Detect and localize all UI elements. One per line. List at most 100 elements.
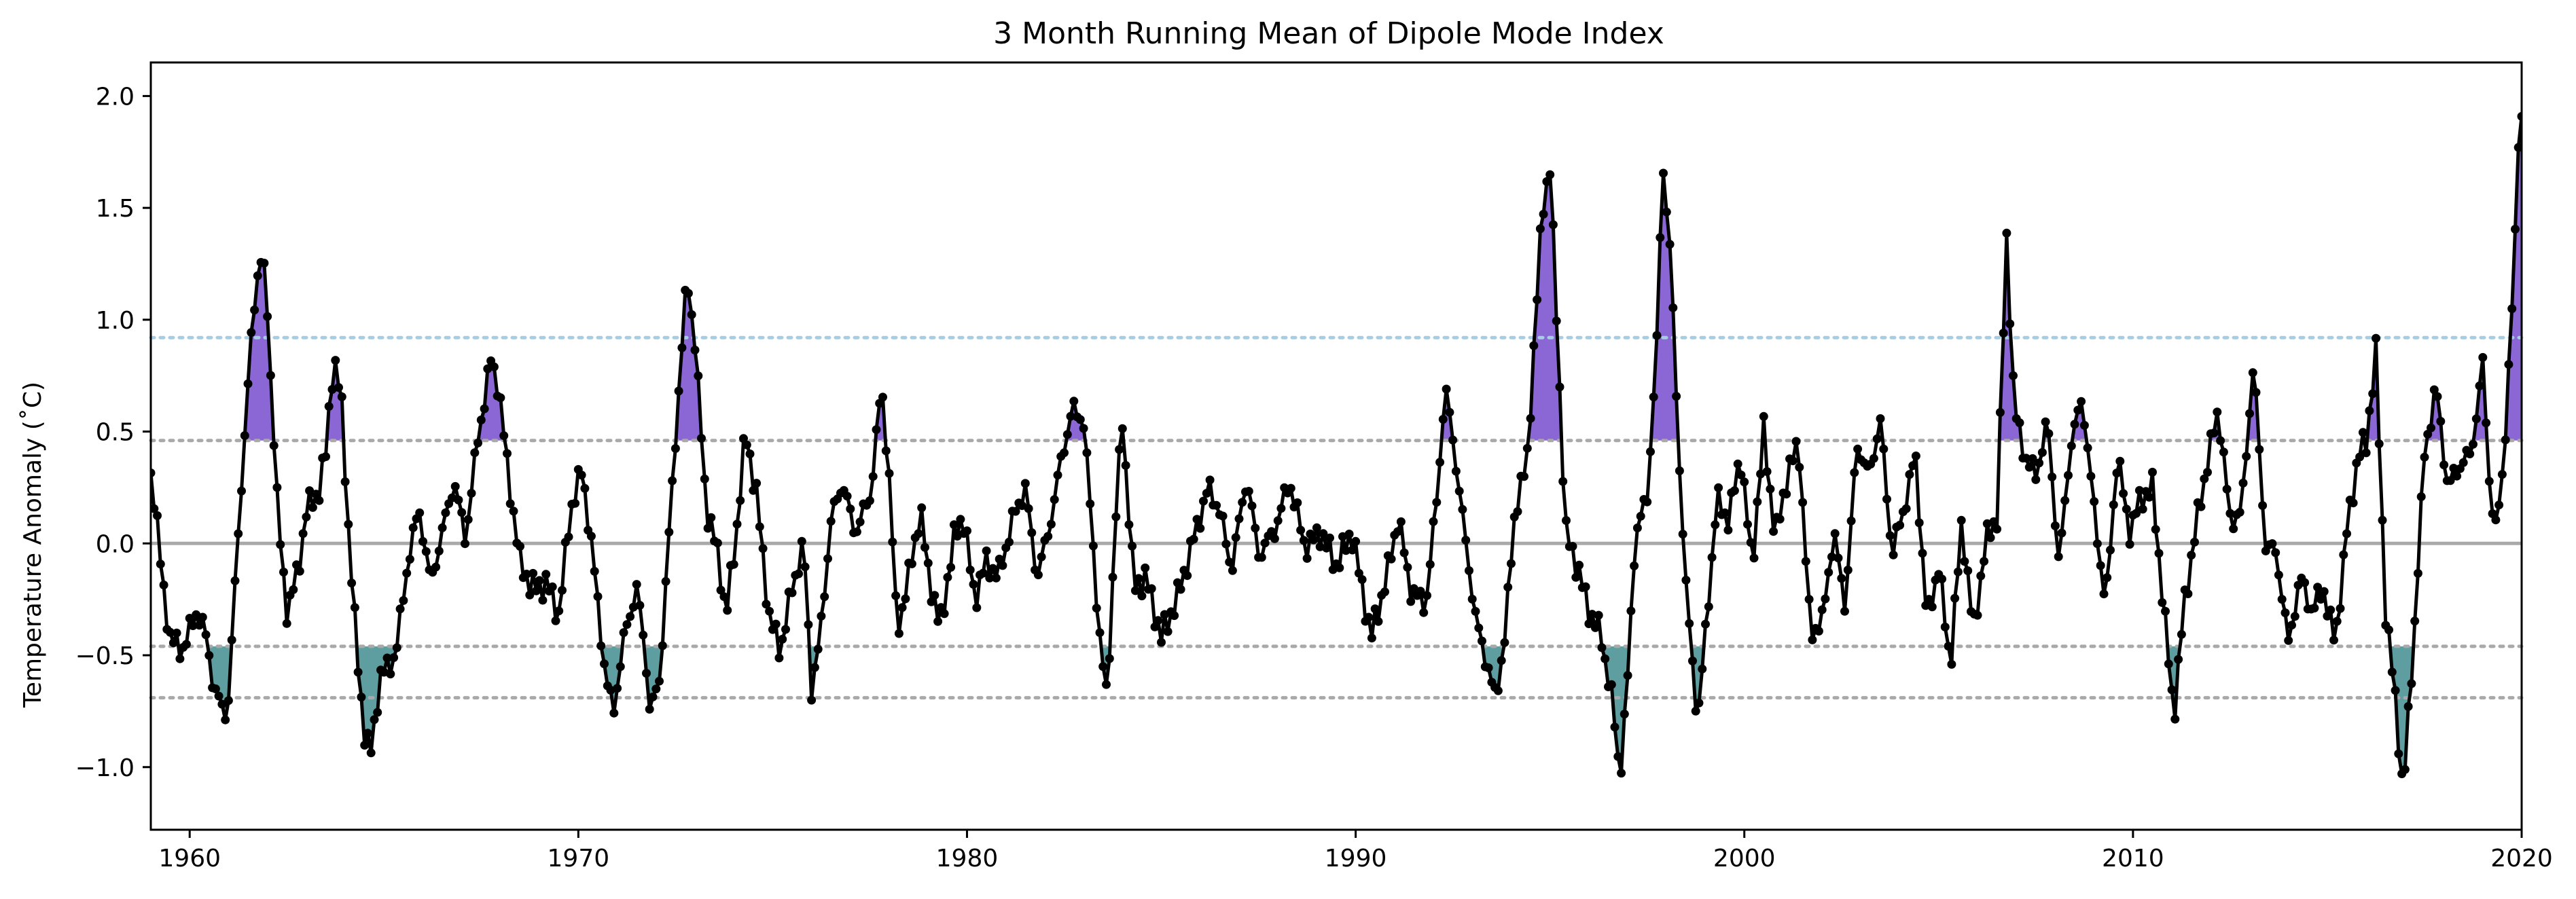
data-point bbox=[635, 601, 645, 610]
data-point bbox=[571, 498, 580, 508]
data-point bbox=[473, 438, 482, 447]
data-point bbox=[1753, 497, 1762, 507]
data-point bbox=[188, 621, 198, 630]
data-point bbox=[878, 392, 887, 402]
data-point bbox=[1513, 507, 1522, 516]
data-point bbox=[1024, 504, 1033, 513]
data-point bbox=[2475, 381, 2484, 390]
data-point bbox=[2024, 462, 2034, 472]
data-point bbox=[674, 386, 683, 396]
data-point bbox=[2164, 659, 2173, 669]
data-point bbox=[943, 572, 952, 582]
data-point bbox=[1662, 207, 1671, 217]
data-point bbox=[1367, 634, 1376, 643]
data-point bbox=[988, 564, 998, 573]
data-point bbox=[1357, 575, 1367, 584]
data-point bbox=[670, 444, 680, 453]
data-point bbox=[1432, 498, 1442, 507]
data-point bbox=[1399, 548, 1409, 557]
x-tick-label: 2020 bbox=[2490, 845, 2553, 873]
data-point bbox=[2022, 454, 2031, 463]
data-point bbox=[687, 310, 696, 319]
data-point bbox=[2501, 435, 2510, 445]
data-point bbox=[2391, 686, 2400, 695]
data-point bbox=[1542, 177, 1552, 186]
chart-title: 3 Month Running Mean of Dipole Mode Inde… bbox=[993, 16, 1664, 51]
data-point bbox=[2099, 589, 2109, 599]
data-point bbox=[1218, 511, 1228, 521]
data-point bbox=[2394, 749, 2403, 758]
data-point bbox=[2271, 548, 2280, 557]
data-point bbox=[2387, 667, 2397, 677]
positive-event-fill bbox=[1651, 172, 1679, 441]
data-point bbox=[1762, 467, 1772, 476]
data-point bbox=[2031, 475, 2041, 484]
data-point bbox=[1095, 628, 1105, 638]
data-point bbox=[1963, 566, 1973, 575]
data-point bbox=[1454, 486, 1464, 496]
data-point bbox=[1098, 662, 1108, 672]
data-point bbox=[1461, 536, 1471, 545]
data-point bbox=[454, 495, 463, 504]
negative-event-fill bbox=[2390, 646, 2414, 774]
data-point bbox=[781, 625, 790, 634]
data-point bbox=[1251, 524, 1260, 533]
data-point bbox=[276, 540, 285, 549]
data-point bbox=[463, 515, 473, 524]
y-tick-label: 2.0 bbox=[96, 83, 135, 111]
data-point bbox=[353, 667, 363, 677]
data-point bbox=[1613, 752, 1623, 761]
data-point bbox=[755, 522, 764, 532]
data-point bbox=[804, 620, 813, 629]
data-point bbox=[969, 580, 978, 589]
data-point bbox=[373, 708, 382, 717]
data-point bbox=[2167, 685, 2177, 695]
data-point bbox=[700, 474, 709, 483]
data-point bbox=[2403, 702, 2413, 711]
data-point bbox=[823, 554, 832, 564]
data-point bbox=[2245, 409, 2254, 418]
data-point bbox=[529, 568, 538, 578]
data-point bbox=[1467, 594, 1477, 604]
data-point bbox=[2002, 228, 2011, 238]
data-point bbox=[2287, 621, 2296, 630]
data-point bbox=[1691, 706, 1700, 716]
data-point bbox=[1821, 594, 1830, 604]
data-point bbox=[151, 504, 159, 513]
data-point bbox=[2054, 552, 2063, 562]
data-point bbox=[2096, 561, 2105, 570]
data-point bbox=[489, 362, 499, 371]
data-point bbox=[370, 715, 379, 724]
data-point bbox=[933, 617, 943, 626]
data-point bbox=[298, 529, 308, 538]
data-point bbox=[965, 565, 975, 574]
data-point bbox=[2507, 304, 2517, 314]
data-point bbox=[1989, 517, 1999, 526]
data-point bbox=[888, 537, 897, 547]
data-point bbox=[1630, 561, 1639, 570]
data-point bbox=[1707, 553, 1717, 562]
data-point bbox=[1918, 549, 1927, 558]
data-point bbox=[2158, 598, 2167, 607]
data-point bbox=[357, 693, 366, 702]
data-point bbox=[408, 523, 418, 532]
data-point bbox=[305, 486, 315, 496]
data-point bbox=[642, 669, 651, 678]
data-point bbox=[2060, 496, 2070, 505]
data-point bbox=[1925, 595, 1933, 604]
data-point bbox=[813, 644, 823, 654]
data-point bbox=[1189, 534, 1198, 544]
data-point bbox=[2494, 500, 2504, 510]
data-point bbox=[1992, 524, 2002, 534]
data-point bbox=[1293, 498, 1302, 507]
data-point bbox=[2090, 497, 2099, 507]
y-axis-title: Temperature Anomaly (˚C) bbox=[19, 382, 47, 708]
data-point bbox=[586, 532, 596, 541]
data-point bbox=[619, 628, 628, 638]
data-point bbox=[1584, 619, 1594, 629]
data-point bbox=[2213, 407, 2222, 417]
data-point bbox=[1130, 586, 1140, 595]
data-point bbox=[1817, 605, 1827, 614]
data-point bbox=[1520, 472, 1528, 481]
